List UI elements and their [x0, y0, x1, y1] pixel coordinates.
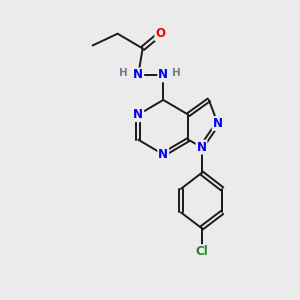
Text: N: N [133, 68, 143, 81]
Text: N: N [158, 148, 168, 161]
Text: H: H [172, 68, 181, 78]
Text: N: N [213, 117, 223, 130]
Text: O: O [155, 27, 165, 40]
Text: H: H [119, 68, 128, 78]
Text: N: N [196, 141, 206, 154]
Text: N: N [158, 68, 168, 81]
Text: Cl: Cl [195, 245, 208, 258]
Text: N: N [133, 108, 143, 121]
